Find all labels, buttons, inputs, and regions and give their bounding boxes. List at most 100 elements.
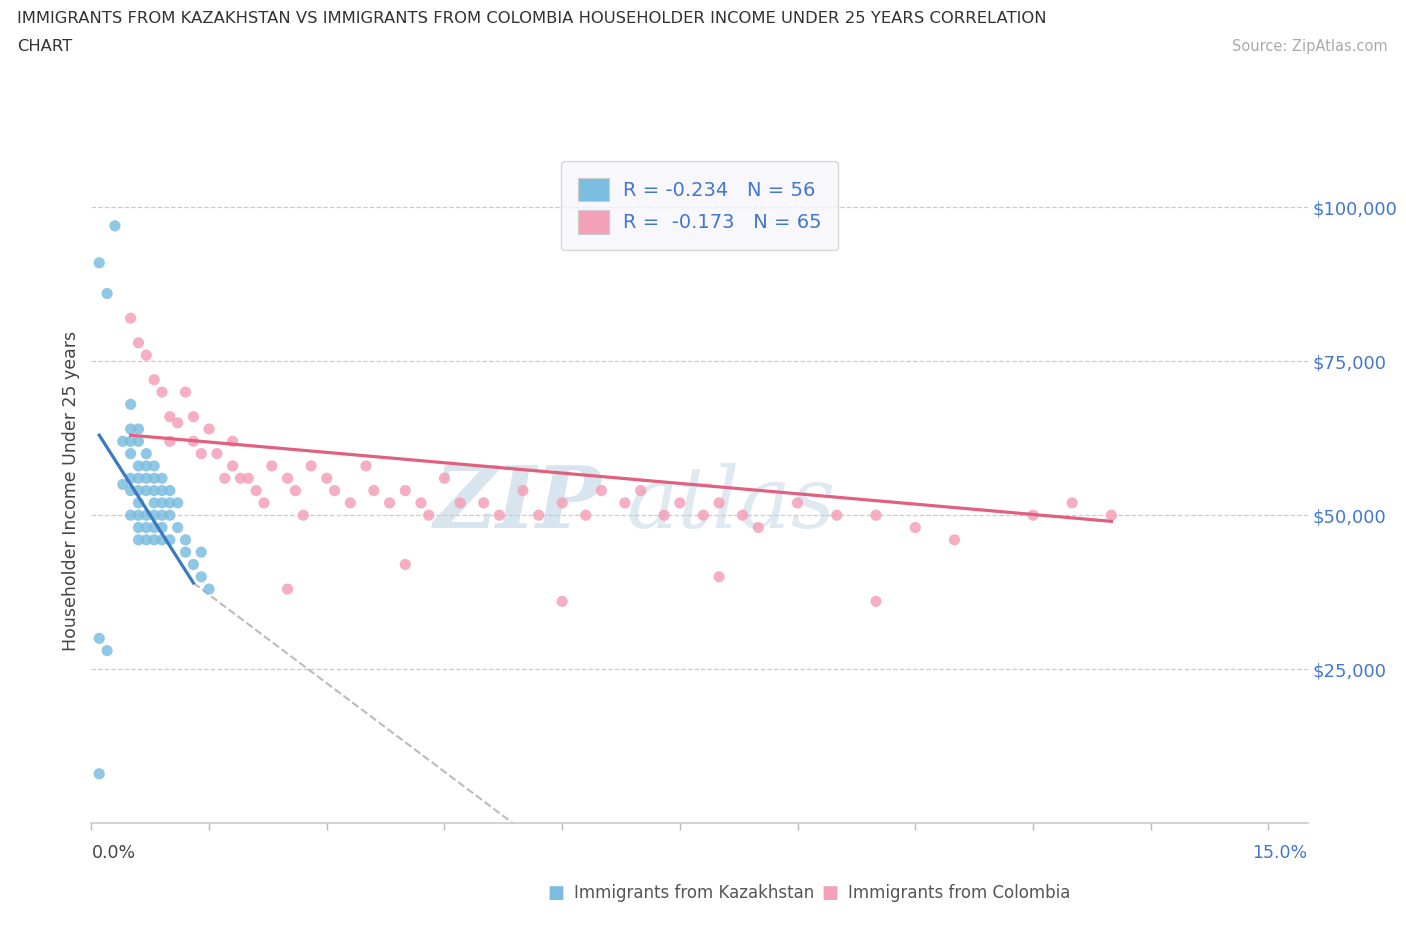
Point (127, 520, 149, 535)
Point (418, 508, 440, 523)
Point (731, 508, 754, 523)
Point (183, 557, 205, 572)
Text: atlas: atlas (627, 462, 835, 545)
Y-axis label: Householder Income Under 25 years: Householder Income Under 25 years (62, 330, 80, 651)
Point (143, 372, 166, 387)
Point (150, 520, 173, 535)
Point (127, 336, 149, 351)
Point (127, 484, 149, 498)
Point (143, 520, 166, 535)
Point (174, 532, 197, 547)
Point (472, 496, 495, 511)
Point (143, 458, 166, 473)
Point (135, 446, 157, 461)
Point (214, 471, 236, 485)
Point (1022, 508, 1045, 523)
Point (354, 458, 377, 473)
Point (150, 471, 173, 485)
Point (865, 508, 887, 523)
Point (150, 484, 173, 498)
Point (575, 508, 598, 523)
Point (904, 520, 927, 535)
Point (245, 484, 267, 498)
Point (127, 496, 149, 511)
Point (135, 484, 157, 498)
Point (190, 569, 212, 584)
Text: ■: ■ (821, 884, 838, 902)
Point (127, 508, 149, 523)
Point (120, 484, 142, 498)
Point (865, 594, 887, 609)
Point (127, 421, 149, 436)
Point (229, 471, 252, 485)
Point (221, 458, 243, 473)
Point (315, 471, 337, 485)
Point (613, 496, 636, 511)
Point (692, 508, 714, 523)
Point (394, 557, 416, 572)
Point (166, 496, 188, 511)
Point (127, 434, 149, 449)
Point (143, 471, 166, 485)
Point (174, 545, 197, 560)
Point (512, 484, 534, 498)
Point (190, 446, 212, 461)
Point (135, 520, 157, 535)
Point (299, 458, 322, 473)
Point (205, 446, 228, 461)
Point (143, 532, 166, 547)
Point (394, 484, 416, 498)
Text: Immigrants from Kazakhstan: Immigrants from Kazakhstan (574, 884, 814, 902)
Point (221, 434, 243, 449)
Point (127, 458, 149, 473)
Point (363, 484, 385, 498)
Text: CHART: CHART (17, 39, 72, 54)
Point (260, 458, 283, 473)
Point (135, 532, 157, 547)
Point (433, 471, 456, 485)
Point (96, 286, 118, 301)
Point (135, 348, 157, 363)
Point (323, 484, 346, 498)
Point (551, 496, 574, 511)
Point (120, 311, 142, 325)
Point (159, 508, 181, 523)
Point (591, 484, 613, 498)
Point (527, 508, 550, 523)
Point (96, 644, 118, 658)
Point (143, 496, 166, 511)
Point (707, 496, 730, 511)
Point (238, 471, 260, 485)
Point (284, 484, 307, 498)
Legend: R = -0.234   N = 56, R =  -0.173   N = 65: R = -0.234 N = 56, R = -0.173 N = 65 (561, 161, 838, 250)
Point (174, 385, 197, 400)
Point (198, 581, 221, 596)
Point (127, 471, 149, 485)
Point (292, 508, 315, 523)
Point (747, 520, 769, 535)
Point (143, 484, 166, 498)
Point (198, 421, 221, 436)
Point (120, 508, 142, 523)
Point (89, 766, 111, 781)
Point (159, 409, 181, 424)
Point (159, 434, 181, 449)
Point (488, 508, 510, 523)
Point (120, 446, 142, 461)
Text: IMMIGRANTS FROM KAZAKHSTAN VS IMMIGRANTS FROM COLOMBIA HOUSEHOLDER INCOME UNDER : IMMIGRANTS FROM KAZAKHSTAN VS IMMIGRANTS… (17, 11, 1046, 26)
Text: ZIP: ZIP (434, 462, 602, 546)
Point (786, 496, 808, 511)
Point (150, 508, 173, 523)
Point (135, 508, 157, 523)
Point (630, 484, 652, 498)
Point (707, 569, 730, 584)
Text: Source: ZipAtlas.com: Source: ZipAtlas.com (1232, 39, 1388, 54)
Point (111, 477, 134, 492)
Point (111, 434, 134, 449)
Point (825, 508, 848, 523)
Point (190, 545, 212, 560)
Point (669, 496, 692, 511)
Point (120, 421, 142, 436)
Point (1099, 508, 1122, 523)
Point (150, 385, 173, 400)
